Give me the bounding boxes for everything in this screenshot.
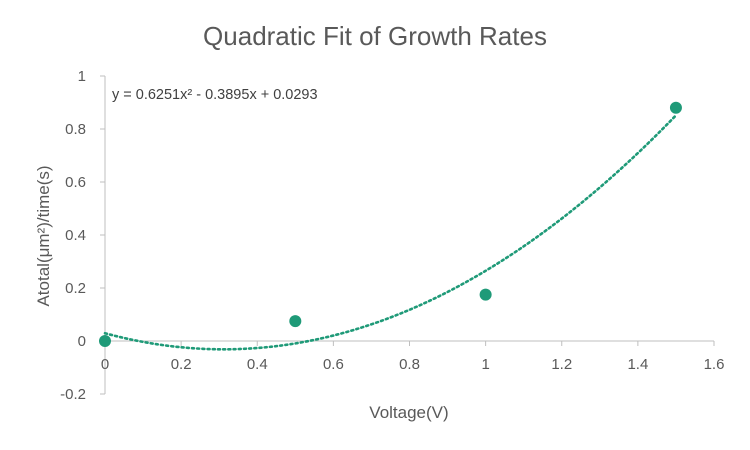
y-tick-label: 0.4 [65, 227, 86, 244]
x-tick-label: 0.2 [171, 356, 192, 373]
x-tick-label: 0 [101, 356, 109, 373]
x-tick-label: 0.8 [399, 356, 420, 373]
x-tick-label: 1.4 [627, 356, 648, 373]
data-point [669, 101, 682, 114]
y-tick-label: -0.2 [60, 386, 86, 403]
x-tick-label: 1.2 [551, 356, 572, 373]
y-tick-label: 0.8 [65, 121, 86, 138]
trendline-layer [103, 114, 678, 351]
trendline [103, 114, 678, 351]
trendline-equation: y = 0.6251x² - 0.3895x + 0.0293 [112, 87, 318, 103]
chart-title: Quadratic Fit of Growth Rates [203, 21, 547, 51]
y-axis-title: Atotal(μm²)/time(s) [34, 165, 53, 306]
x-tick-label: 1.6 [704, 356, 725, 373]
x-tick-label: 0.4 [247, 356, 268, 373]
data-point [99, 335, 111, 347]
y-tick-label: 0.2 [65, 280, 86, 297]
y-tick-label: 0 [78, 333, 86, 350]
data-points [99, 101, 682, 347]
data-point [479, 288, 492, 301]
x-tick-label: 0.6 [323, 356, 344, 373]
y-tick-label: 0.6 [65, 174, 86, 191]
x-axis-title: Voltage(V) [369, 403, 448, 422]
x-tick-label: 1 [481, 356, 489, 373]
y-tick-label: 1 [78, 68, 86, 85]
tick-labels: 0 0.2 0.4 0.6 0.8 1 1.2 1.4 1.6 -0.2 0 0.2 0.4 0.6 0.8… [60, 68, 724, 403]
data-point [289, 315, 302, 328]
axes [100, 75, 715, 395]
